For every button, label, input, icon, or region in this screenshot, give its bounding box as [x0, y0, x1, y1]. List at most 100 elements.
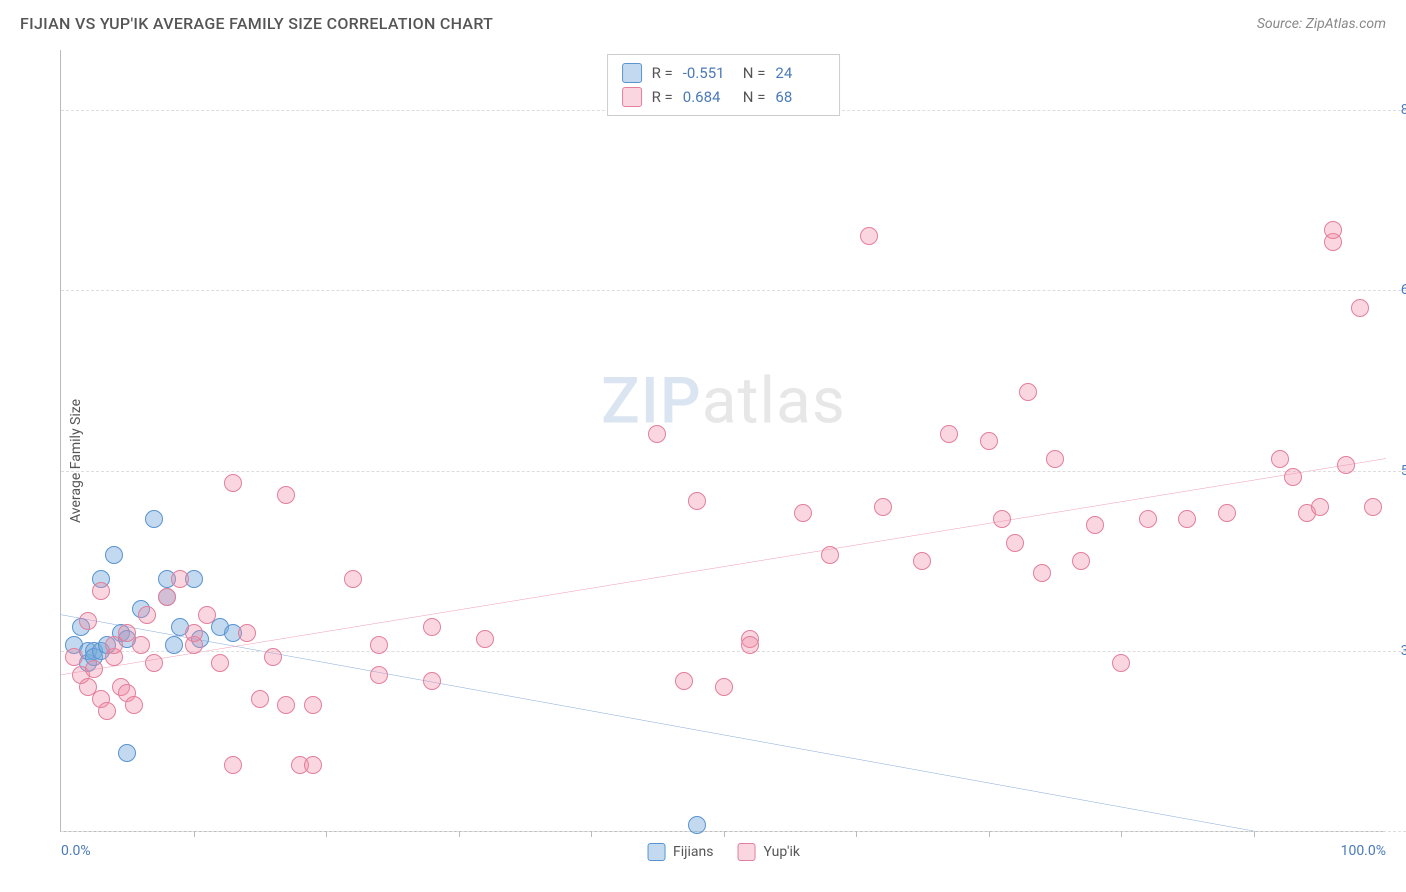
data-point-yupik	[185, 624, 203, 642]
data-point-fijians	[165, 636, 183, 654]
data-point-yupik	[277, 486, 295, 504]
data-point-yupik	[1324, 221, 1342, 239]
gridline	[61, 290, 1406, 291]
data-point-yupik	[913, 552, 931, 570]
stats-legend: R = -0.551 N = 24 R = 0.684 N = 68	[607, 54, 841, 116]
data-point-yupik	[688, 492, 706, 510]
plot-area: ZIPatlas R = -0.551 N = 24 R = 0.684 N =…	[60, 50, 1386, 832]
data-point-yupik	[821, 546, 839, 564]
swatch-yupik-icon	[622, 87, 642, 107]
data-point-yupik	[1364, 498, 1382, 516]
data-point-yupik	[264, 648, 282, 666]
data-point-yupik	[1086, 516, 1104, 534]
y-tick-label: 3.50	[1401, 643, 1406, 659]
legend-label-fijians: Fijians	[673, 844, 713, 860]
data-point-yupik	[1006, 534, 1024, 552]
regression-lines	[61, 50, 1386, 831]
n-value-yupik: 68	[775, 88, 825, 106]
r-label: R =	[652, 88, 673, 106]
data-point-yupik	[1284, 468, 1302, 486]
data-point-yupik	[1271, 450, 1289, 468]
data-point-yupik	[940, 425, 958, 443]
data-point-yupik	[224, 474, 242, 492]
data-point-yupik	[874, 498, 892, 516]
data-point-yupik	[648, 425, 666, 443]
x-tick	[194, 831, 195, 837]
stats-row-fijians: R = -0.551 N = 24	[622, 61, 826, 85]
y-tick-label: 8.00	[1401, 102, 1406, 118]
swatch-fijians-icon	[647, 843, 665, 861]
x-tick	[1121, 831, 1122, 837]
data-point-yupik	[1337, 456, 1355, 474]
stats-row-yupik: R = 0.684 N = 68	[622, 85, 826, 109]
data-point-fijians	[145, 510, 163, 528]
legend-label-yupik: Yup'ik	[763, 844, 799, 860]
data-point-yupik	[1019, 383, 1037, 401]
data-point-yupik	[1218, 504, 1236, 522]
n-value-fijians: 24	[775, 64, 825, 82]
gridline	[61, 831, 1406, 832]
data-point-yupik	[251, 690, 269, 708]
data-point-yupik	[860, 227, 878, 245]
data-point-yupik	[980, 432, 998, 450]
data-point-yupik	[98, 702, 116, 720]
data-point-yupik	[304, 696, 322, 714]
legend-item-fijians: Fijians	[647, 843, 713, 861]
n-label: N =	[743, 64, 766, 82]
data-point-yupik	[715, 678, 733, 696]
x-tick	[989, 831, 990, 837]
x-axis-min-label: 0.0%	[61, 843, 91, 859]
bottom-legend: Fijians Yup'ik	[647, 843, 800, 861]
data-point-yupik	[132, 636, 150, 654]
data-point-yupik	[1139, 510, 1157, 528]
gridline	[61, 651, 1406, 652]
data-point-yupik	[370, 666, 388, 684]
data-point-yupik	[211, 654, 229, 672]
data-point-yupik	[145, 654, 163, 672]
data-point-yupik	[138, 606, 156, 624]
data-point-yupik	[1311, 498, 1329, 516]
y-tick-label: 6.50	[1401, 282, 1406, 298]
data-point-yupik	[794, 504, 812, 522]
regression-line	[61, 459, 1386, 675]
data-point-fijians	[688, 816, 706, 834]
data-point-yupik	[1046, 450, 1064, 468]
data-point-yupik	[125, 696, 143, 714]
x-tick	[591, 831, 592, 837]
y-tick-label: 5.00	[1401, 463, 1406, 479]
x-tick	[1254, 831, 1255, 837]
swatch-fijians-icon	[622, 63, 642, 83]
data-point-yupik	[1033, 564, 1051, 582]
data-point-yupik	[423, 618, 441, 636]
r-value-yupik: 0.684	[683, 88, 733, 106]
data-point-yupik	[171, 570, 189, 588]
data-point-yupik	[277, 696, 295, 714]
legend-item-yupik: Yup'ik	[737, 843, 799, 861]
chart-container: Average Family Size ZIPatlas R = -0.551 …	[20, 50, 1386, 872]
data-point-fijians	[118, 744, 136, 762]
data-point-yupik	[92, 582, 110, 600]
n-label: N =	[743, 88, 766, 106]
data-point-yupik	[741, 636, 759, 654]
data-point-yupik	[993, 510, 1011, 528]
x-tick	[724, 831, 725, 837]
data-point-yupik	[85, 660, 103, 678]
data-point-yupik	[344, 570, 362, 588]
x-tick	[326, 831, 327, 837]
data-point-yupik	[675, 672, 693, 690]
data-point-yupik	[1072, 552, 1090, 570]
data-point-yupik	[238, 624, 256, 642]
x-tick	[856, 831, 857, 837]
gridline	[61, 471, 1406, 472]
x-tick	[459, 831, 460, 837]
data-point-yupik	[224, 756, 242, 774]
data-point-yupik	[476, 630, 494, 648]
r-value-fijians: -0.551	[683, 64, 733, 82]
data-point-yupik	[370, 636, 388, 654]
data-point-yupik	[158, 588, 176, 606]
data-point-yupik	[79, 612, 97, 630]
data-point-yupik	[1178, 510, 1196, 528]
data-point-yupik	[423, 672, 441, 690]
chart-title: FIJIAN VS YUP'IK AVERAGE FAMILY SIZE COR…	[20, 14, 493, 33]
data-point-yupik	[198, 606, 216, 624]
